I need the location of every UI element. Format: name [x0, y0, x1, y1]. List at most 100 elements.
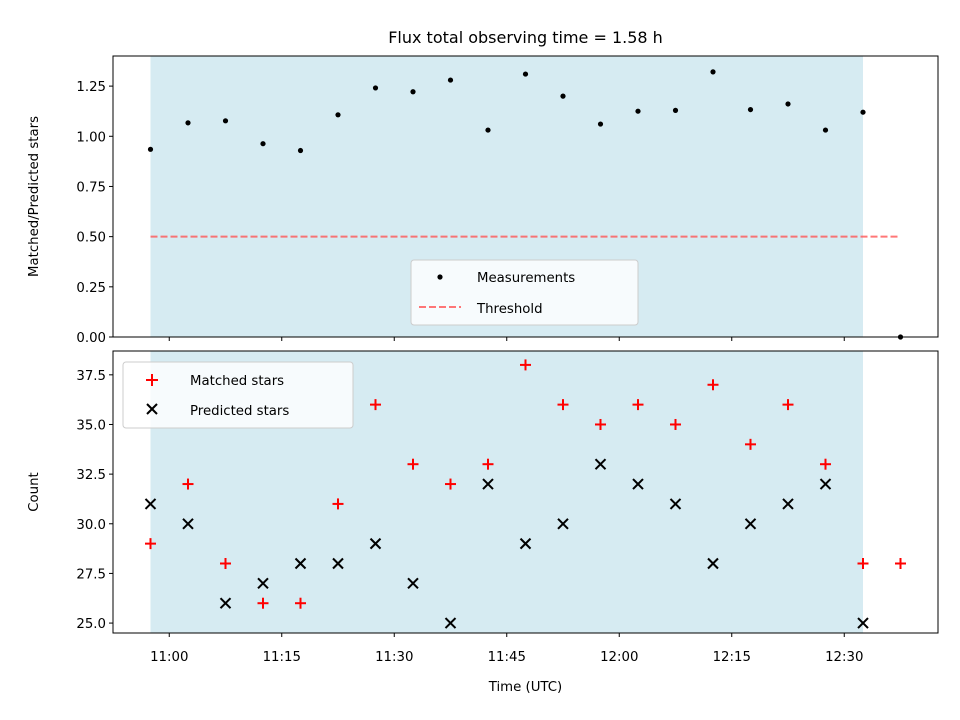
measurement-point — [447, 77, 454, 83]
measurement-point — [560, 93, 566, 99]
measurement-point — [185, 120, 191, 126]
predicted-star-point — [707, 557, 719, 570]
top-y-tick-label: 0.00 — [76, 331, 106, 346]
bottom-x-tick-label: 11:30 — [375, 650, 413, 665]
matched-star-point — [782, 399, 794, 411]
measurement-point — [147, 146, 154, 152]
bottom-legend-box — [122, 361, 354, 429]
measurement-point — [672, 107, 679, 113]
matched-star-point — [632, 399, 644, 411]
predicted-star-point — [294, 557, 307, 570]
bottom-x-tick-label: 12:15 — [713, 650, 751, 665]
legend-measurements-label: Measurements — [477, 271, 575, 286]
bottom-y-tick-label: 25.0 — [76, 617, 106, 632]
matched-star-point — [220, 557, 231, 569]
matched-star-point — [707, 379, 719, 391]
bottom-x-tick-label: 11:15 — [263, 650, 301, 665]
predicted-star-point — [669, 498, 682, 510]
predicted-star-point — [482, 478, 494, 490]
predicted-star-point — [144, 498, 157, 510]
matched-star-point — [895, 557, 906, 569]
predicted-star-point — [594, 458, 607, 470]
measurement-point — [522, 71, 529, 77]
measurement-point — [410, 89, 416, 95]
matched-star-point — [482, 458, 494, 470]
measurement-point — [372, 85, 379, 91]
predicted-star-point — [444, 617, 457, 629]
predicted-star-point — [557, 518, 569, 530]
matched-star-point — [557, 399, 569, 411]
matched-star-point — [820, 458, 831, 470]
bottom-x-tick-label: 11:45 — [488, 650, 526, 665]
matched-star-point — [145, 538, 156, 550]
bottom-y-tick-label: 37.5 — [76, 369, 106, 384]
predicted-star-point — [857, 617, 869, 629]
measurement-point — [485, 127, 491, 133]
matched-star-point — [857, 557, 869, 569]
top-y-tick-label: 0.75 — [76, 180, 106, 195]
matched-star-point — [332, 498, 344, 510]
measurement-point — [710, 69, 716, 75]
predicted-star-point — [819, 478, 832, 490]
bottom-y-tick-label: 32.5 — [76, 468, 106, 483]
matched-star-point — [182, 478, 194, 490]
legend-threshold-label: Threshold — [476, 302, 543, 317]
predicted-star-point — [182, 518, 194, 530]
bottom-y-tick-label: 27.5 — [76, 567, 106, 582]
bottom-x-tick-label: 12:00 — [600, 650, 638, 665]
bottom-y-tick-label: 30.0 — [76, 518, 106, 533]
bottom-y-tick-label: 35.0 — [76, 418, 106, 433]
top-y-tick-label: 0.50 — [76, 231, 106, 246]
matched-star-point — [295, 597, 306, 609]
top-title: Flux total observing time = 1.58 h — [388, 28, 663, 47]
measurement-point — [222, 118, 229, 124]
measurement-point — [635, 108, 641, 114]
matched-star-point — [445, 478, 456, 490]
matched-star-point — [257, 597, 269, 609]
predicted-star-point — [519, 537, 532, 550]
predicted-star-point — [219, 597, 232, 609]
predicted-star-point — [782, 498, 794, 510]
bottom-x-tick-label: 11:00 — [150, 650, 188, 665]
predicted-star-point — [369, 537, 382, 550]
top-legend-box — [410, 259, 639, 326]
measurement-point — [860, 109, 866, 115]
legend-predicted-marker — [146, 403, 158, 415]
predicted-star-point — [257, 577, 269, 590]
top-panel: 0.00 0.25 0.50 0.75 1.00 1.25 Flux total obse… — [27, 28, 939, 346]
bottom-y-axis-label: Count — [27, 472, 42, 512]
top-y-tick-label: 0.25 — [76, 281, 106, 296]
matched-star-point — [370, 399, 381, 411]
matched-star-point — [745, 438, 756, 450]
top-y-tick-label: 1.00 — [76, 130, 106, 145]
top-axes-frame — [112, 55, 939, 338]
legend-predicted-label: Predicted stars — [190, 404, 289, 419]
matched-star-point — [407, 458, 419, 470]
legend-measurements-marker — [437, 274, 443, 280]
bottom-axes-frame — [112, 350, 939, 634]
measurement-point — [822, 127, 829, 133]
bottom-x-tick-label: 12:30 — [825, 650, 863, 665]
predicted-star-point — [407, 577, 419, 590]
measurement-point — [785, 101, 791, 107]
matched-star-point — [670, 418, 681, 430]
legend-matched-marker — [146, 374, 158, 386]
measurement-point — [335, 112, 341, 118]
top-y-tick-label: 1.25 — [76, 80, 106, 95]
top-y-axis-label: Matched/Predicted stars — [27, 116, 42, 277]
measurement-point — [747, 106, 754, 113]
predicted-star-point — [632, 478, 644, 490]
bottom-panel: 25.0 27.5 30.0 32.5 35.0 37.5 11:00 11:15 11:30… — [27, 350, 939, 695]
measurement-point — [597, 121, 604, 127]
legend-matched-label: Matched stars — [190, 374, 284, 389]
predicted-star-point — [332, 557, 344, 570]
predicted-star-point — [744, 518, 757, 530]
measurement-point — [297, 147, 304, 154]
matched-star-point — [595, 418, 606, 430]
measurement-point — [260, 141, 266, 147]
top-legend: Measurements Threshold — [410, 259, 639, 326]
bottom-x-axis-label: Time (UTC) — [488, 680, 563, 695]
matched-star-point — [520, 359, 531, 371]
bottom-legend: Matched stars Predicted stars — [122, 361, 354, 429]
